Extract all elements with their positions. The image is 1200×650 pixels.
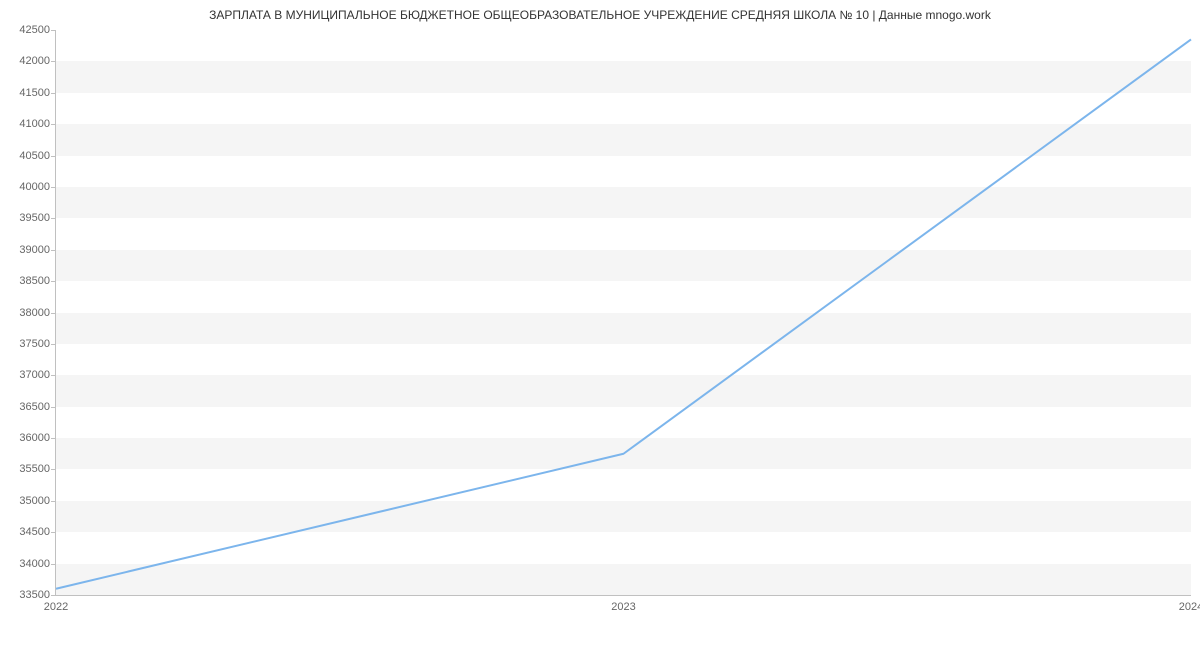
y-tick-mark	[51, 375, 56, 376]
y-tick-mark	[51, 250, 56, 251]
y-tick-label: 38000	[19, 307, 50, 319]
y-tick-mark	[51, 595, 56, 596]
y-tick-label: 40500	[19, 150, 50, 162]
y-tick-mark	[51, 532, 56, 533]
x-tick-label: 2024	[1179, 601, 1200, 613]
y-tick-label: 35500	[19, 463, 50, 475]
y-tick-mark	[51, 407, 56, 408]
y-tick-mark	[51, 124, 56, 125]
y-tick-label: 34000	[19, 558, 50, 570]
y-tick-mark	[51, 93, 56, 94]
y-tick-label: 35000	[19, 495, 50, 507]
y-tick-label: 36000	[19, 432, 50, 444]
y-tick-mark	[51, 344, 56, 345]
x-tick-label: 2022	[44, 601, 68, 613]
y-tick-mark	[51, 61, 56, 62]
y-tick-mark	[51, 438, 56, 439]
y-tick-mark	[51, 156, 56, 157]
y-tick-label: 34500	[19, 526, 50, 538]
chart-title: ЗАРПЛАТА В МУНИЦИПАЛЬНОЕ БЮДЖЕТНОЕ ОБЩЕО…	[0, 8, 1200, 22]
y-tick-label: 39000	[19, 244, 50, 256]
y-tick-mark	[51, 469, 56, 470]
y-tick-label: 41000	[19, 118, 50, 130]
y-tick-label: 38500	[19, 275, 50, 287]
y-tick-mark	[51, 218, 56, 219]
y-tick-mark	[51, 30, 56, 31]
y-tick-mark	[51, 281, 56, 282]
y-tick-label: 33500	[19, 589, 50, 601]
y-tick-mark	[51, 187, 56, 188]
salary-line	[56, 39, 1191, 588]
y-tick-mark	[51, 564, 56, 565]
y-tick-label: 42500	[19, 24, 50, 36]
y-tick-label: 41500	[19, 87, 50, 99]
y-tick-label: 42000	[19, 55, 50, 67]
y-tick-mark	[51, 501, 56, 502]
y-tick-mark	[51, 313, 56, 314]
x-tick-label: 2023	[611, 601, 635, 613]
y-tick-label: 37500	[19, 338, 50, 350]
y-tick-label: 37000	[19, 369, 50, 381]
y-tick-label: 39500	[19, 212, 50, 224]
chart-container: ЗАРПЛАТА В МУНИЦИПАЛЬНОЕ БЮДЖЕТНОЕ ОБЩЕО…	[0, 0, 1200, 650]
plot-area: 3350034000345003500035500360003650037000…	[55, 30, 1191, 596]
line-series	[56, 30, 1191, 595]
y-tick-label: 36500	[19, 401, 50, 413]
y-tick-label: 40000	[19, 181, 50, 193]
